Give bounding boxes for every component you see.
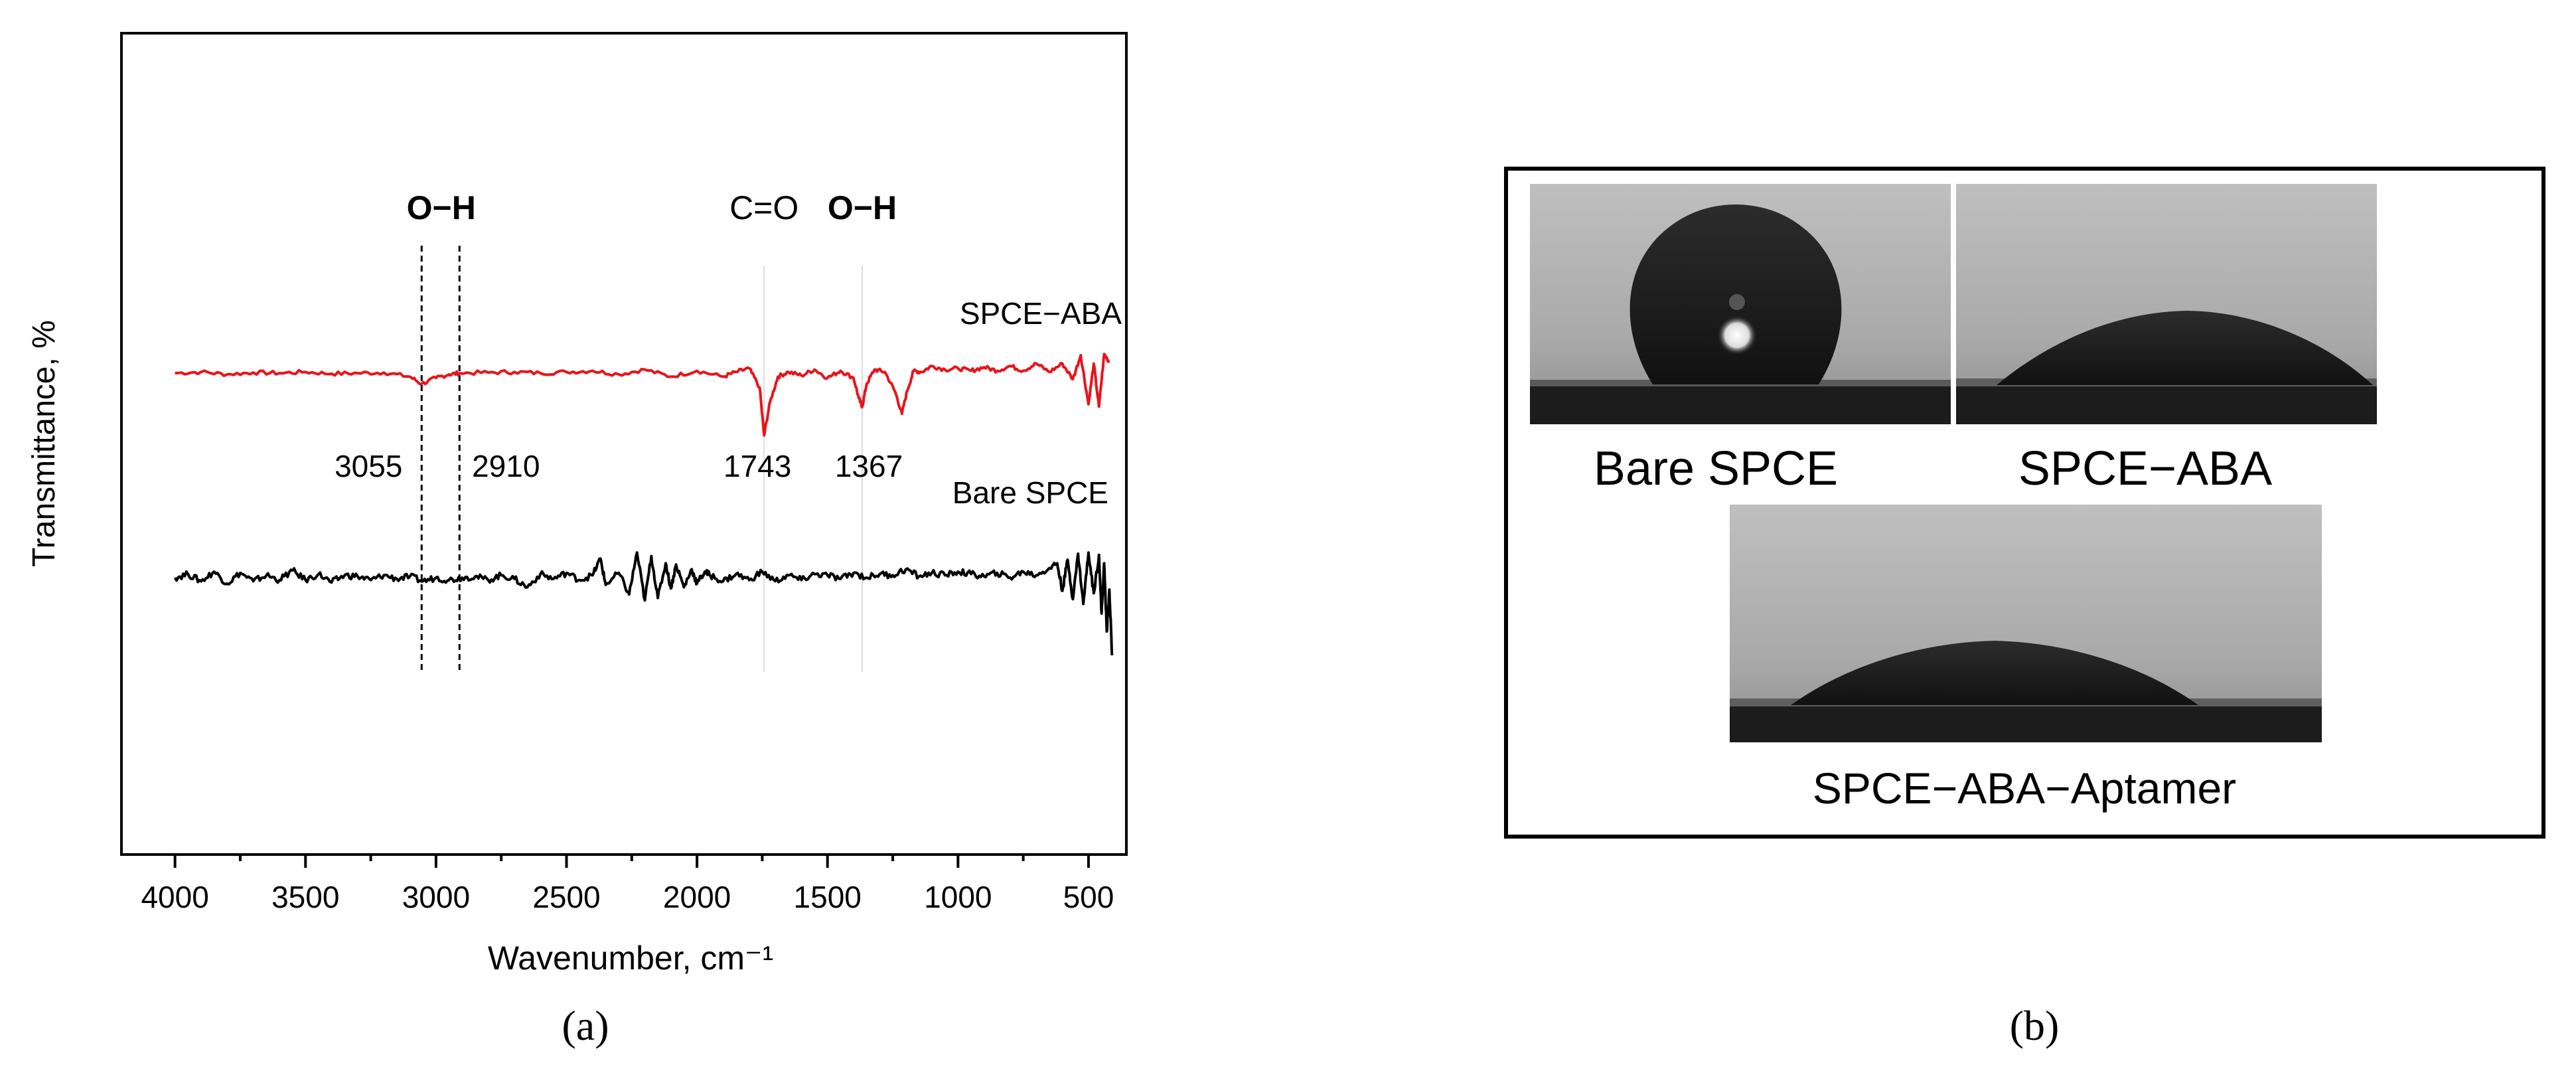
series-line-bare-spce	[173, 551, 1114, 656]
x-tick-label: 3000	[402, 880, 470, 914]
x-tick-label: 2000	[663, 880, 731, 914]
plot-frame	[120, 32, 1128, 856]
functional-group-label: O−H	[828, 189, 897, 226]
functional-group-label: C=O	[729, 189, 798, 226]
label-spce-aba-aptamer: SPCE−ABA−Aptamer	[1813, 764, 2236, 813]
x-tick-label: 1500	[794, 880, 862, 914]
annotation-lines	[420, 246, 864, 672]
contact-angle-image-spce-aba-aptamer	[1730, 505, 2322, 742]
peak-label: 3055	[335, 449, 402, 483]
x-tick-label: 4000	[141, 880, 208, 914]
series-layer	[173, 353, 1114, 656]
x-tick-label: 500	[1063, 880, 1114, 914]
x-axis-ticks	[173, 853, 1090, 868]
peak-label: 2910	[472, 449, 540, 483]
annotation-labels: SPCE−ABA Bare SPCE O−H C=O O−H 3055 2910 1743 13…	[335, 189, 1122, 510]
series-label: Bare SPCE	[952, 475, 1108, 510]
peak-label: 1367	[835, 449, 903, 483]
x-tick-label: 2500	[532, 880, 600, 914]
x-tick-label: 1000	[924, 880, 992, 914]
panel-a-ir-chart: 4000 3500 3000 2500 2000 1500 1000 500 SPCE−ABA…	[27, 32, 1128, 1049]
series-line-spce-aba	[175, 353, 1110, 437]
functional-group-label: O−H	[407, 189, 476, 226]
contact-angle-image-spce-aba	[1956, 184, 2377, 424]
peak-label: 1743	[723, 449, 791, 483]
y-axis-label: Transmittance, %	[27, 320, 62, 567]
x-axis-tick-labels: 4000 3500 3000 2500 2000 1500 1000 500	[141, 880, 1114, 914]
panel-a-caption: (a)	[562, 1002, 609, 1049]
x-tick-label: 3500	[271, 880, 339, 914]
label-spce-aba: SPCE−ABA	[2018, 442, 2272, 495]
x-axis-label: Wavenumber, cm⁻¹	[488, 940, 773, 977]
series-label: SPCE−ABA	[960, 296, 1122, 331]
panel-b-contact-angle: Bare SPCE SPCE−ABA SPCE−ABA−Aptamer (b)	[1504, 167, 2545, 1049]
label-bare-spce: Bare SPCE	[1594, 442, 1838, 495]
panel-b-caption: (b)	[2010, 1002, 2060, 1049]
contact-angle-image-bare-spce	[1530, 184, 1951, 424]
